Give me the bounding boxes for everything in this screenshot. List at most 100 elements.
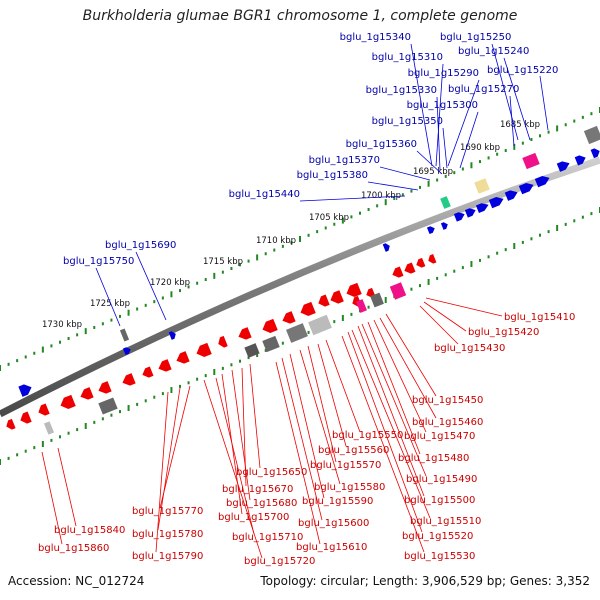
leader-line — [347, 331, 423, 533]
scale-dot — [0, 365, 1, 371]
scale-dot — [539, 233, 541, 237]
leader-line — [231, 369, 251, 501]
scale-dot — [461, 167, 464, 171]
scale-dot — [204, 374, 207, 378]
scale-dot — [273, 248, 276, 252]
scale-dot — [547, 130, 550, 134]
scale-dot — [564, 222, 567, 226]
gene-arrow — [98, 381, 112, 394]
leader-line — [325, 339, 361, 433]
gene-label: bglu_1g15300 — [407, 100, 478, 111]
gene-label: bglu_1g15330 — [366, 85, 437, 96]
scale-dot — [24, 355, 27, 359]
gene-arrow — [518, 182, 534, 195]
scale-dot — [93, 420, 96, 424]
gene-arrow — [346, 282, 362, 297]
gene-arrow — [176, 351, 190, 364]
kbp-label: 1725 kbp — [90, 299, 130, 309]
gene-arrow — [416, 257, 426, 268]
scale-dot — [153, 395, 156, 399]
scale-dot — [247, 259, 250, 263]
gene-arrow — [382, 243, 390, 252]
leader-line — [416, 150, 443, 175]
kbp-label: 1705 kbp — [309, 213, 349, 223]
scale-dot — [341, 217, 344, 224]
gene-label: bglu_1g15370 — [309, 155, 380, 166]
scale-dot — [0, 459, 1, 465]
scale-dot — [153, 300, 156, 304]
scale-dot — [264, 252, 267, 256]
scale-dot — [7, 456, 10, 460]
scale-dot — [24, 449, 27, 453]
kbp-label: 1685 kbp — [500, 120, 540, 130]
scale-dot — [110, 413, 113, 417]
scale-dot — [556, 125, 559, 132]
gene-label: bglu_1g15530 — [404, 551, 475, 562]
scale-dot — [419, 284, 421, 288]
scale-dot — [144, 399, 147, 403]
scale-dot — [170, 387, 173, 393]
gene-arrow — [300, 301, 316, 316]
scale-dot — [410, 287, 413, 291]
gene-label: bglu_1g15220 — [487, 65, 558, 76]
scale-dot — [539, 134, 541, 138]
kbp-label: 1690 kbp — [460, 143, 500, 153]
scale-dot — [581, 215, 584, 219]
gene-label: bglu_1g15790 — [132, 551, 203, 562]
scale-dot — [76, 333, 79, 337]
scale-dot — [513, 143, 516, 150]
leader-line — [215, 377, 255, 535]
gene-arrow — [590, 148, 600, 159]
gene-label: bglu_1g15410 — [504, 312, 575, 323]
gene-label: bglu_1g15690 — [105, 240, 176, 251]
scale-dots-forward — [0, 107, 600, 371]
label-leader-lines — [41, 43, 549, 559]
scale-dot — [16, 453, 19, 457]
scale-dot — [350, 215, 353, 219]
gene-label: bglu_1g15250 — [440, 32, 511, 43]
leader-line — [503, 57, 531, 141]
kbp-label: 1730 kbp — [42, 320, 82, 330]
gene-box — [119, 328, 130, 342]
leader-line — [379, 166, 431, 181]
scale-dot — [161, 296, 164, 300]
leader-line — [539, 75, 549, 131]
leader-line — [442, 127, 448, 169]
leader-line — [95, 267, 121, 327]
scale-dot — [307, 330, 310, 334]
scale-dot — [84, 328, 87, 335]
gene-box — [370, 292, 384, 308]
topology-text: Topology: circular; Length: 3,906,529 bp… — [260, 574, 590, 588]
scale-dot — [170, 291, 173, 298]
scale-dot — [444, 174, 447, 178]
gene-label: bglu_1g15450 — [412, 395, 483, 406]
scale-dot — [33, 446, 36, 450]
leader-line — [317, 343, 347, 447]
scale-dot — [376, 204, 379, 208]
scale-dot — [239, 359, 241, 363]
leader-line — [159, 385, 191, 509]
scale-dot — [67, 431, 70, 435]
leader-line — [41, 451, 63, 545]
leader-line — [435, 63, 444, 167]
gene-label: bglu_1g15550 — [332, 430, 403, 441]
scale-dot — [76, 428, 79, 432]
leader-line — [249, 363, 261, 469]
scale-dot — [136, 307, 139, 311]
scale-dot — [384, 199, 387, 206]
leader-line — [281, 357, 323, 521]
scale-dot — [59, 435, 61, 439]
gene-label: bglu_1g15600 — [298, 518, 369, 529]
scale-dot — [384, 297, 387, 303]
scale-dot — [136, 402, 139, 406]
gene-arrow — [426, 226, 435, 235]
gene-box — [286, 323, 308, 343]
scale-dot — [427, 180, 430, 187]
scale-dot — [101, 417, 104, 421]
leader-line — [351, 329, 431, 519]
scale-dot — [41, 441, 44, 447]
accession-text: Accession: NC_012724 — [8, 574, 145, 588]
scale-dot — [84, 423, 87, 429]
gene-label: bglu_1g15780 — [132, 529, 203, 540]
gene-label: bglu_1g15710 — [232, 532, 303, 543]
